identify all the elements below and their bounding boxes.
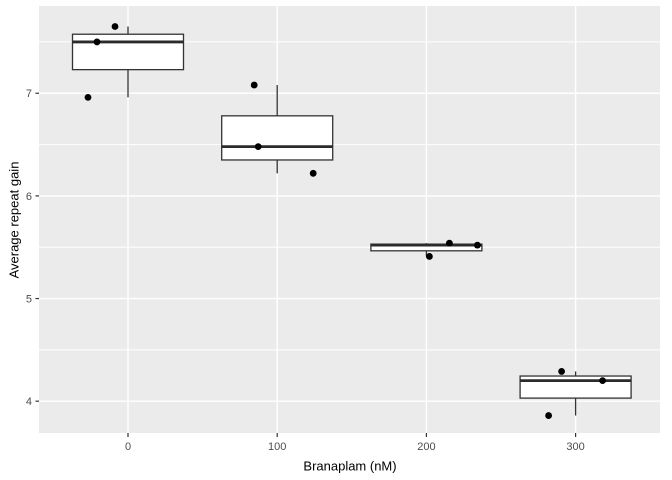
data-point bbox=[93, 38, 101, 46]
data-point bbox=[254, 143, 262, 151]
x-tick-label: 200 bbox=[417, 441, 435, 453]
boxplot-group-200 bbox=[370, 239, 483, 260]
data-point bbox=[545, 412, 552, 419]
data-point bbox=[446, 239, 453, 247]
boxplot-group-100 bbox=[221, 81, 334, 177]
plot-panel bbox=[39, 6, 660, 433]
data-point bbox=[84, 93, 92, 101]
y-axis-title: Average repeat gain bbox=[6, 161, 22, 279]
boxplot-group-300 bbox=[519, 368, 632, 419]
data-point bbox=[474, 241, 481, 249]
y-tick-label: 7 bbox=[26, 88, 32, 100]
y-tick-label: 4 bbox=[26, 396, 32, 408]
x-tick-label: 0 bbox=[125, 441, 131, 453]
data-point bbox=[599, 377, 606, 385]
boxplot-group-0 bbox=[71, 23, 185, 101]
data-point bbox=[426, 253, 433, 260]
box-iqr bbox=[71, 33, 185, 71]
data-point bbox=[309, 169, 317, 177]
x-tick-label: 300 bbox=[566, 441, 584, 453]
y-tick-label: 5 bbox=[26, 294, 32, 306]
box-iqr bbox=[221, 115, 334, 161]
y-tick-label: 6 bbox=[26, 191, 32, 203]
x-tick-label: 100 bbox=[268, 441, 286, 453]
data-point bbox=[558, 368, 565, 375]
x-axis-title: Branaplam (nM) bbox=[303, 458, 397, 474]
data-point bbox=[111, 23, 119, 30]
data-point bbox=[250, 81, 258, 89]
